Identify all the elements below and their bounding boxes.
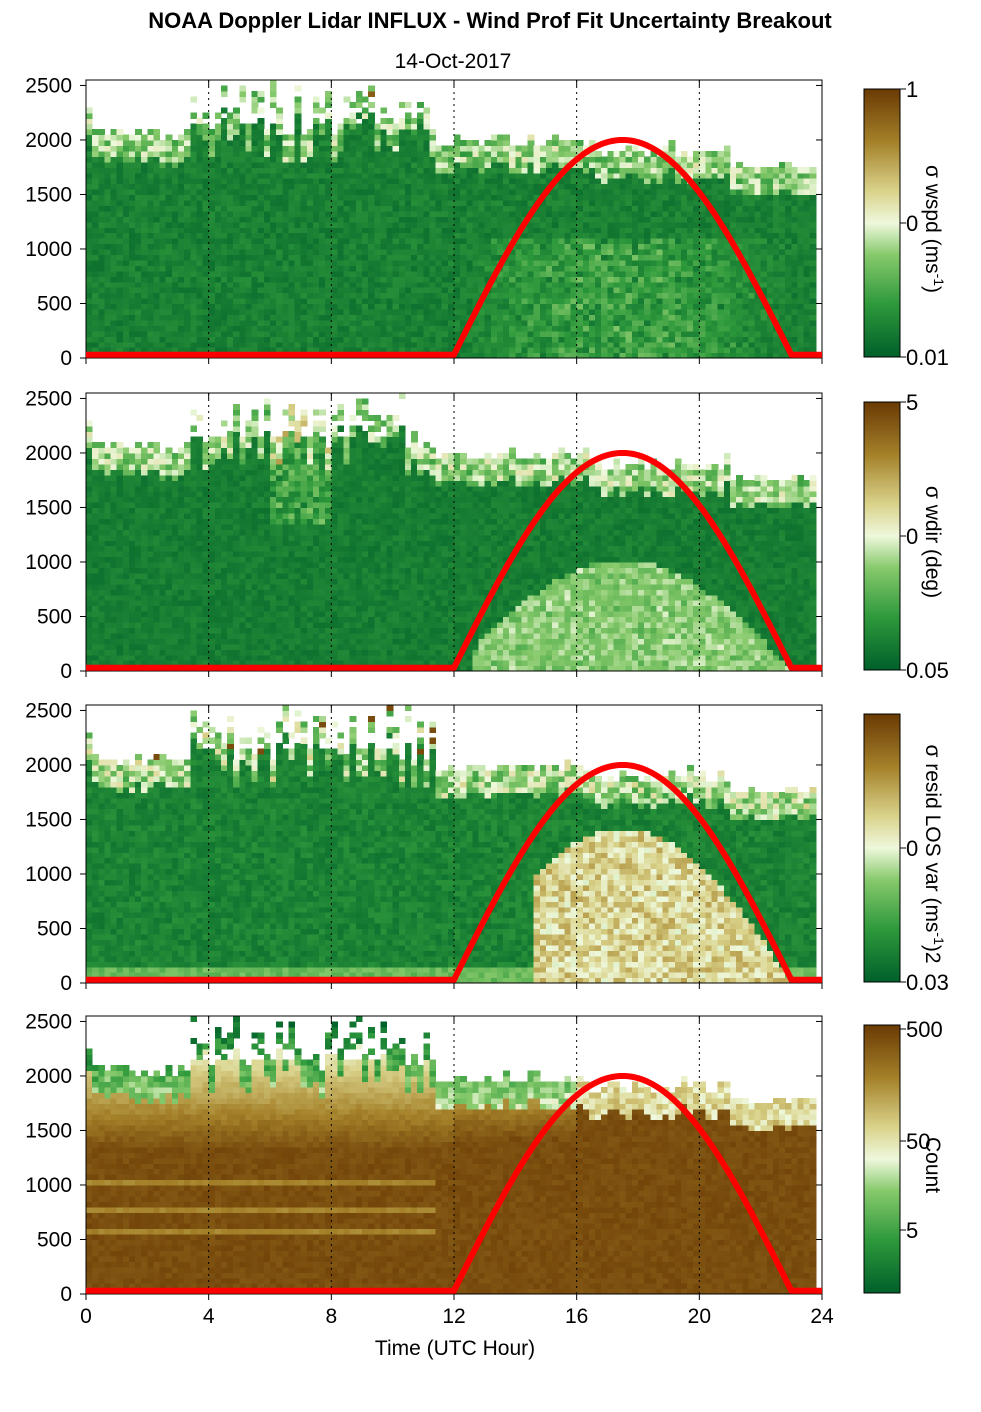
colorbar-label: σ wspd (ms-1) xyxy=(921,165,947,293)
x-tick-label: 8 xyxy=(325,1305,337,1328)
panel-2: 0 500 1000 1500 2000 2500 0.05 0 5 σ wdir (deg) xyxy=(25,387,949,683)
colorbar: 0.01 0 1 σ wspd (ms-1) xyxy=(864,77,949,370)
y-tick-label: 2500 xyxy=(25,1010,72,1033)
panel-1: 0 500 1000 1500 2000 2500 0.01 0 1 σ wspd (ms-1) xyxy=(25,74,949,370)
y-tick-label: 1000 xyxy=(25,238,72,261)
y-tick-label: 1500 xyxy=(25,1119,72,1142)
x-axis-label: Time (UTC Hour) xyxy=(375,1337,535,1360)
colorbar-tick-label: 500 xyxy=(906,1017,943,1042)
heatmap-cells xyxy=(86,80,816,359)
x-tick-label: 16 xyxy=(565,1305,588,1328)
colorbar-gradient xyxy=(864,402,900,670)
y-tick-label: 2000 xyxy=(25,754,72,777)
colorbar-tick-label: 0 xyxy=(906,211,918,236)
x-tick-label: 20 xyxy=(688,1305,711,1328)
y-tick-label: 500 xyxy=(37,605,72,628)
colorbar-label: Count xyxy=(921,1137,944,1193)
y-tick-label: 2000 xyxy=(25,1065,72,1088)
x-tick-label: 12 xyxy=(442,1305,465,1328)
heatmap-cells xyxy=(86,393,816,672)
x-tick-label: 4 xyxy=(203,1305,215,1328)
colorbar-gradient xyxy=(864,1025,900,1293)
x-tick-label: 0 xyxy=(80,1305,92,1328)
colorbar-tick-label: 0.05 xyxy=(906,658,949,683)
y-tick-label: 1000 xyxy=(25,863,72,886)
colorbar-tick-label: 0.01 xyxy=(906,345,949,370)
y-tick-label: 500 xyxy=(37,1228,72,1251)
colorbar-tick-label: 1 xyxy=(906,77,918,102)
colorbar-tick-label: 0.03 xyxy=(906,970,949,995)
y-tick-label: 1500 xyxy=(25,183,72,206)
chart-subtitle: 14-Oct-2017 xyxy=(395,50,512,73)
y-tick-label: 2000 xyxy=(25,129,72,152)
y-tick-label: 1000 xyxy=(25,1174,72,1197)
y-tick-label: 1000 xyxy=(25,551,72,574)
heatmap-cells xyxy=(86,705,816,984)
y-tick-label: 0 xyxy=(60,660,72,683)
colorbar-gradient xyxy=(864,89,900,357)
colorbar-tick-label: 5 xyxy=(906,390,918,415)
chart-title: NOAA Doppler Lidar INFLUX - Wind Prof Fi… xyxy=(148,8,832,33)
colorbar-tick-label: 5 xyxy=(906,1218,918,1243)
y-tick-label: 1500 xyxy=(25,808,72,831)
colorbar-label: σ wdir (deg) xyxy=(921,486,944,598)
colorbar-tick-label: 0 xyxy=(906,836,918,861)
y-tick-label: 0 xyxy=(60,1283,72,1306)
colorbar-tick-label: 0 xyxy=(906,524,918,549)
y-tick-label: 500 xyxy=(37,917,72,940)
y-tick-label: 0 xyxy=(60,972,72,995)
y-tick-label: 500 xyxy=(37,292,72,315)
y-tick-label: 2500 xyxy=(25,387,72,410)
y-tick-label: 1500 xyxy=(25,496,72,519)
y-tick-label: 2000 xyxy=(25,442,72,465)
colorbar-label: σ resid LOS var (ms-1)2 xyxy=(921,744,947,963)
y-tick-label: 0 xyxy=(60,347,72,370)
colorbar-gradient xyxy=(864,714,900,982)
y-tick-label: 2500 xyxy=(25,74,72,97)
colorbar: 0.05 0 5 σ wdir (deg) xyxy=(864,390,949,683)
y-tick-label: 2500 xyxy=(25,699,72,722)
x-tick-label: 24 xyxy=(810,1305,834,1328)
heatmap-cells xyxy=(86,1016,816,1295)
colorbar: 0.03 0 σ resid LOS var (ms-1)2 xyxy=(864,714,949,995)
